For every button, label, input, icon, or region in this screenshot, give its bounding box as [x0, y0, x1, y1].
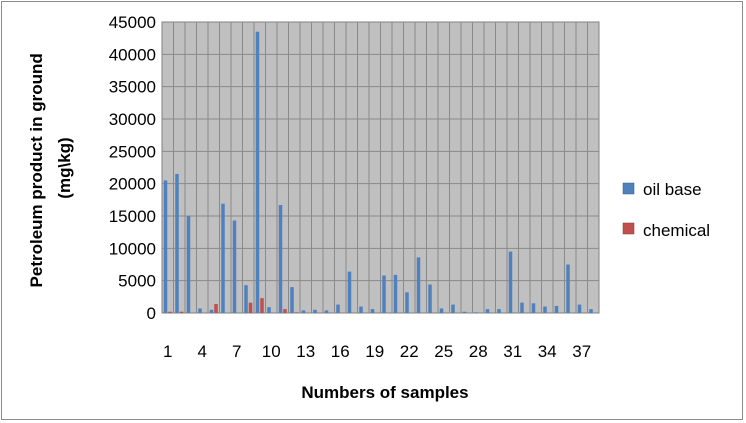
bar-oil-base-22: [405, 292, 409, 313]
bar-oil-base-21: [393, 274, 398, 313]
y-tick-label: 30000: [109, 110, 156, 129]
x-tick-label: 28: [469, 342, 488, 361]
bar-oil-base-29: [485, 309, 490, 313]
x-axis-title: Numbers of samples: [301, 383, 468, 402]
bar-oil-base-37: [577, 304, 582, 313]
bar-oil-base-9: [255, 31, 260, 313]
bar-oil-base-19: [370, 309, 375, 313]
y-axis-title-line-1: Petroleum product in ground: [27, 53, 46, 287]
bar-oil-base-28: [474, 312, 478, 313]
x-tick-label: 13: [296, 342, 315, 361]
x-tick-label: 25: [434, 342, 453, 361]
bar-oil-base-13: [301, 310, 306, 313]
legend-label-chemical: chemical: [643, 221, 710, 240]
x-tick-label: 31: [503, 342, 522, 361]
bar-chemical-12: [294, 312, 299, 313]
bar-chemical-2: [179, 311, 184, 313]
y-tick-label: 45000: [109, 13, 156, 32]
legend-label-oil-base: oil base: [643, 180, 702, 199]
x-tick-label: 19: [365, 342, 384, 361]
bar-oil-base-26: [451, 304, 455, 313]
bar-oil-base-32: [520, 302, 524, 313]
y-axis-title: Petroleum product in ground (mg\kg): [27, 49, 74, 288]
bar-oil-base-15: [324, 310, 329, 313]
bar-oil-base-6: [221, 203, 225, 313]
bar-oil-base-31: [508, 251, 513, 313]
bar-oil-base-33: [531, 303, 536, 313]
bar-oil-base-17: [347, 271, 352, 313]
bar-chemical-9: [260, 298, 264, 313]
bar-oil-base-3: [186, 216, 191, 313]
y-axis-title-line-2: (mg\kg): [55, 137, 74, 198]
bars: [163, 31, 593, 313]
bar-oil-base-18: [359, 306, 363, 313]
x-tick-label: 10: [262, 342, 281, 361]
y-tick-label: 15000: [109, 207, 156, 226]
bar-chemical-1: [168, 311, 172, 313]
x-tick-label: 37: [572, 342, 591, 361]
bar-oil-base-27: [462, 311, 467, 313]
bar-oil-base-30: [497, 309, 501, 313]
legend: oil base chemical: [622, 180, 710, 240]
x-axis-ticks: 1 4 7 10 13 16 19 22 25 28 31 34 37: [163, 342, 591, 361]
y-tick-label: 20000: [109, 175, 156, 194]
bar-chemical-5: [214, 303, 218, 313]
y-tick-label: 10000: [109, 239, 156, 258]
bar-oil-base-11: [278, 205, 283, 313]
legend-swatch-chemical: [622, 222, 635, 235]
x-tick-label: 34: [538, 342, 557, 361]
bar-oil-base-10: [267, 307, 271, 313]
y-tick-label: 35000: [109, 78, 156, 97]
bar-oil-base-1: [163, 180, 168, 313]
x-tick-label: 16: [331, 342, 350, 361]
bar-oil-base-2: [175, 173, 179, 313]
x-tick-label: 22: [400, 342, 419, 361]
y-tick-label: 5000: [118, 272, 156, 291]
bar-oil-base-4: [198, 308, 202, 313]
x-tick-label: 4: [198, 342, 207, 361]
y-tick-label: 40000: [109, 45, 156, 64]
bar-oil-base-36: [566, 264, 570, 313]
bar-oil-base-38: [589, 309, 593, 313]
bar-oil-base-16: [336, 304, 340, 313]
bar-oil-base-35: [554, 305, 559, 313]
bar-oil-base-20: [382, 275, 386, 313]
bar-oil-base-25: [439, 308, 444, 313]
bar-oil-base-23: [416, 257, 421, 313]
y-tick-label: 25000: [109, 142, 156, 161]
bar-oil-base-5: [209, 309, 214, 313]
bar-oil-base-8: [244, 285, 248, 313]
x-tick-label: 1: [163, 342, 172, 361]
bar-oil-base-14: [313, 309, 317, 313]
bar-oil-base-12: [290, 287, 294, 313]
bar-chemical-11: [283, 309, 287, 313]
y-axis-ticks: 0 5000 10000 15000 20000 25000 30000 35000 40000…: [109, 13, 156, 323]
bar-oil-base-34: [543, 306, 547, 313]
bar-oil-base-24: [428, 284, 432, 313]
legend-swatch-oil-base: [622, 182, 635, 195]
bar-oil-base-7: [232, 220, 237, 313]
bar-chemical-8: [248, 302, 253, 313]
x-tick-label: 7: [232, 342, 241, 361]
y-tick-label: 0: [147, 304, 156, 323]
